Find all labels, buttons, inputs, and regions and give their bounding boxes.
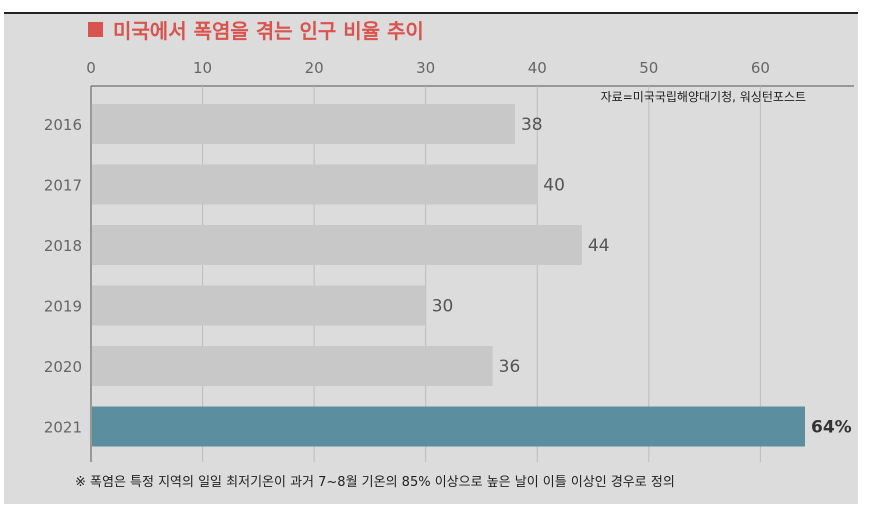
bar-2018	[92, 225, 582, 265]
chart-title: 미국에서 폭염을 겪는 인구 비율 추이	[113, 19, 424, 43]
category-label: 2017	[44, 177, 82, 195]
category-label: 2021	[44, 419, 82, 437]
value-label: 64%	[811, 418, 852, 438]
bar-2021	[92, 406, 805, 447]
x-tick-label: 0	[86, 59, 96, 77]
category-label: 2019	[44, 298, 82, 316]
value-labels: 38 40 44 30 36 64%	[432, 115, 852, 438]
footnote: ※ 폭염은 특정 지역의 일일 최저기온이 과거 7~8월 기온의 85% 이상…	[75, 475, 675, 490]
value-label: 44	[588, 236, 610, 256]
title-square-icon	[88, 22, 103, 37]
value-label: 40	[543, 176, 565, 196]
category-labels: 2016 2017 2018 2019 2020 2021	[44, 116, 82, 437]
value-label: 36	[499, 357, 521, 377]
category-label: 2016	[44, 116, 82, 134]
bar-2019	[92, 285, 426, 326]
bar-2020	[92, 346, 493, 386]
value-label: 30	[432, 297, 454, 317]
value-label: 38	[521, 115, 543, 135]
source-note: 자료=미국국립해양대기청, 워싱턴포스트	[601, 90, 806, 104]
x-tick-label: 40	[528, 59, 547, 77]
x-tick-label: 20	[305, 59, 324, 77]
category-label: 2020	[44, 358, 82, 376]
x-tick-labels: 0 10 20 30 40 50 60	[86, 59, 770, 77]
x-tick-label: 30	[416, 59, 435, 77]
x-tick-label: 60	[751, 59, 770, 77]
x-tick-label: 10	[193, 59, 212, 77]
top-rule	[4, 12, 858, 14]
x-tick-label: 50	[639, 59, 658, 77]
bar-2016	[92, 104, 515, 144]
category-label: 2018	[44, 237, 82, 255]
bars	[92, 104, 805, 447]
gridlines	[202, 86, 761, 462]
bar-2017	[92, 164, 538, 205]
